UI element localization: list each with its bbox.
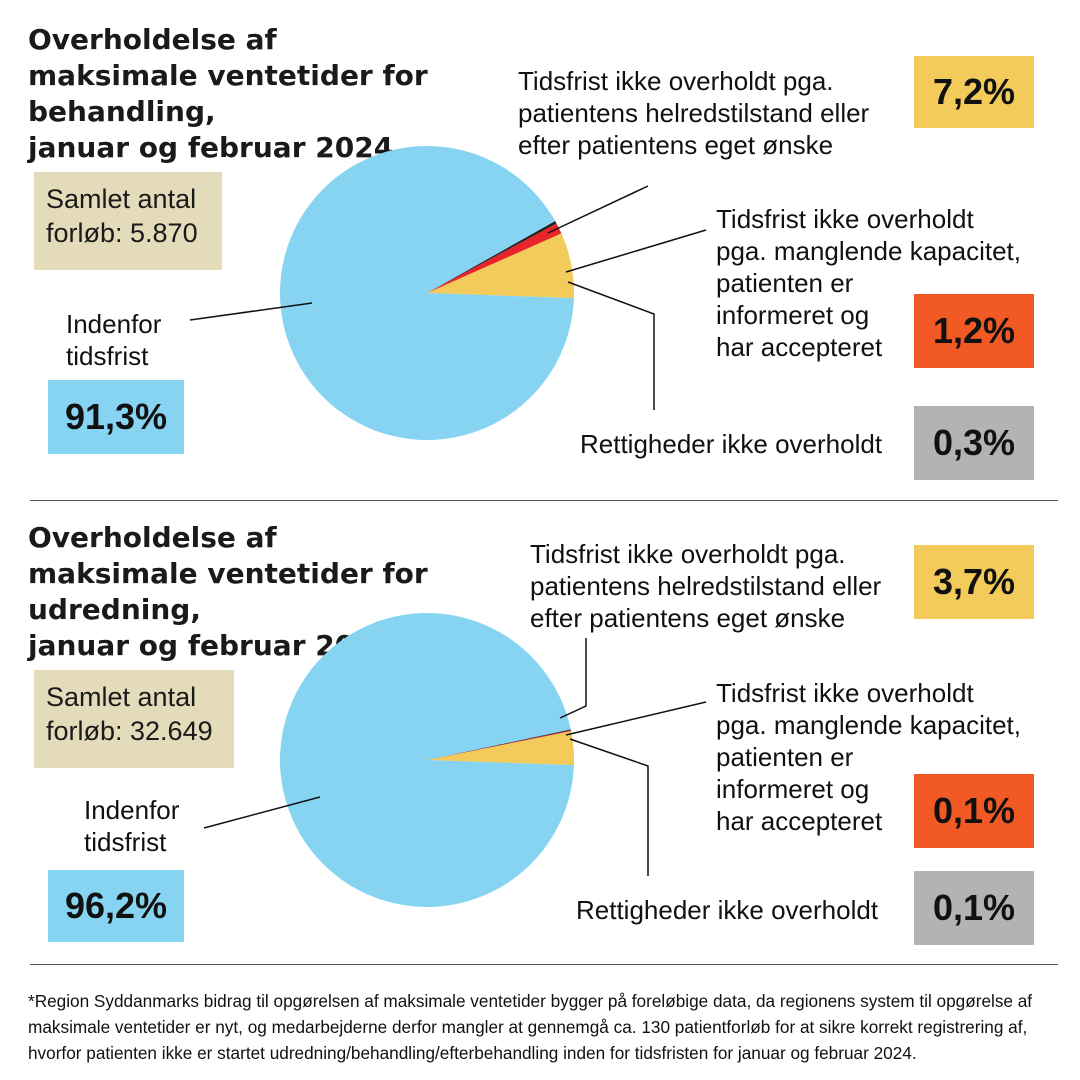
total-count-box-bottom: Samlet antal forløb: 32.649 [34, 670, 234, 768]
leader-patient-bottom [559, 638, 587, 719]
patient-reason-label-bottom: Tidsfrist ikke overholdt pga. patientens… [530, 539, 882, 633]
within-label-top: Indenfor tidsfrist [66, 309, 162, 371]
rights-label-top: Rettigheder ikke overholdt [580, 429, 883, 459]
patient-reason-value-box-top: 7,2% [914, 56, 1034, 128]
total-label-line2: forløb: 32.649 [46, 716, 213, 746]
pie-slice-rights [427, 729, 571, 760]
rights-value-box-top: 0,3% [914, 406, 1034, 480]
leader-within-bottom [203, 796, 321, 829]
pie-slice-patient-reason [427, 731, 574, 766]
capacity-value-box-bottom: 0,1% [914, 774, 1034, 848]
rights-label-bottom: Rettigheder ikke overholdt [576, 895, 879, 925]
leader-rights-bottom [569, 738, 649, 876]
section-divider [30, 500, 1058, 501]
capacity-value-box-top: 1,2% [914, 294, 1034, 368]
patient-reason-label-top: Tidsfrist ikke overholdt pga. patientens… [518, 66, 870, 160]
capacity-label-bottom: Tidsfrist ikke overholdt pga. manglende … [716, 678, 1021, 836]
leader-lines [189, 185, 707, 876]
pie-slice-within [279, 146, 574, 441]
patient-reason-value-box-bottom: 3,7% [914, 545, 1034, 619]
footnote: *Region Syddanmarks bidrag til opgørelse… [28, 991, 1033, 1063]
pie-slice-rights [427, 221, 557, 293]
within-label-bottom: Indenfor tidsfrist [84, 795, 180, 857]
total-label-line2: forløb: 5.870 [46, 218, 198, 248]
footnote-divider [30, 964, 1058, 965]
pie-slice-capacity [427, 730, 572, 760]
pie-slice-capacity [427, 223, 562, 293]
chart-title-top: Overholdelse af maksimale ventetider for… [28, 23, 428, 164]
chart-title-bottom: Overholdelse af maksimale ventetider for… [28, 521, 428, 662]
rights-value-box-bottom: 0,1% [914, 871, 1034, 945]
leader-capacity-top [565, 229, 707, 273]
total-label-line1: Samlet antal [46, 184, 197, 214]
leader-rights-top [567, 281, 655, 410]
pie-chart-udredning [280, 613, 574, 908]
pie-chart-behandling [279, 146, 574, 441]
leader-patient-top [547, 185, 649, 234]
leader-within-top [189, 302, 313, 321]
capacity-label-top: Tidsfrist ikke overholdt pga. manglende … [716, 204, 1021, 362]
pie-slice-within [280, 613, 574, 908]
total-count-box-top: Samlet antal forløb: 5.870 [34, 172, 222, 270]
within-value-box-top: 91,3% [48, 380, 184, 454]
leader-capacity-bottom [565, 701, 707, 736]
total-label-line1: Samlet antal [46, 682, 197, 712]
within-value-box-bottom: 96,2% [48, 870, 184, 942]
pie-slice-patient-reason [427, 233, 574, 299]
